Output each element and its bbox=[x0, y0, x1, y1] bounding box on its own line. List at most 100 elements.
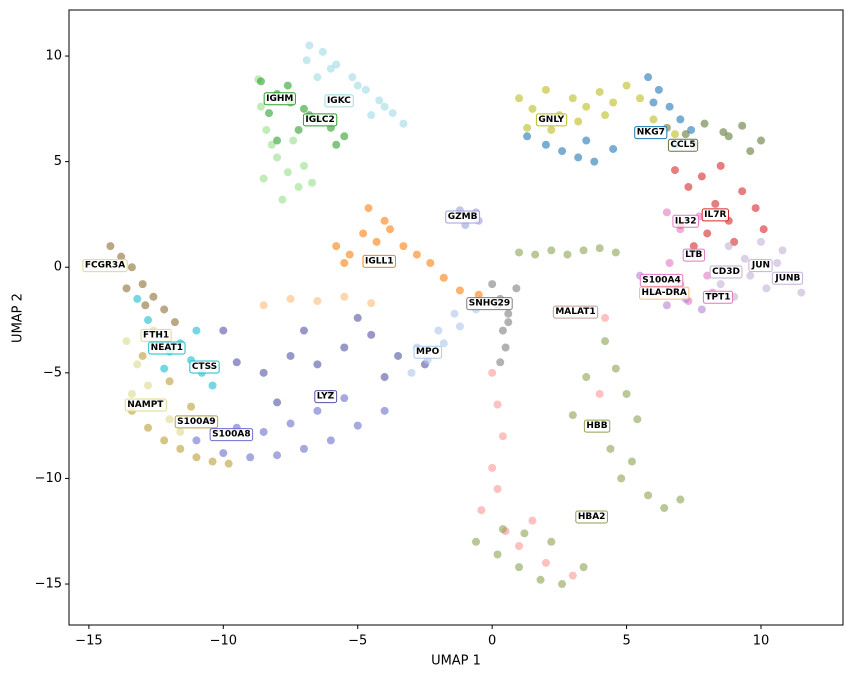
x-tick-label: 0 bbox=[488, 634, 496, 649]
point bbox=[724, 242, 733, 251]
annotation: CCL5 bbox=[667, 138, 699, 152]
point bbox=[345, 250, 354, 259]
point bbox=[606, 444, 615, 453]
point bbox=[399, 242, 408, 251]
point bbox=[515, 563, 524, 572]
point bbox=[367, 330, 376, 339]
annotation: MPO bbox=[413, 345, 443, 359]
annotation-label: IGLC2 bbox=[305, 115, 334, 125]
point bbox=[299, 326, 308, 335]
axes-frame bbox=[68, 9, 844, 626]
annotation-label: IL32 bbox=[675, 216, 697, 226]
point bbox=[380, 102, 389, 111]
annotation-box bbox=[174, 415, 219, 429]
annotation: IGKC bbox=[324, 94, 354, 108]
annotation-label: TPT1 bbox=[705, 292, 730, 302]
point bbox=[617, 474, 626, 483]
point bbox=[512, 284, 521, 293]
annotation-box bbox=[702, 290, 734, 304]
point bbox=[716, 280, 725, 289]
point bbox=[224, 459, 233, 468]
annotation: S100A9 bbox=[174, 415, 219, 429]
annotation: IL7R bbox=[701, 208, 730, 222]
point bbox=[273, 136, 282, 145]
point bbox=[541, 558, 550, 567]
point bbox=[601, 337, 610, 346]
point bbox=[568, 94, 577, 103]
annotation-box bbox=[639, 286, 690, 300]
annotation-label: CCL5 bbox=[670, 140, 695, 150]
point bbox=[697, 305, 706, 314]
point bbox=[504, 318, 513, 327]
annotation: FCGR3A bbox=[82, 259, 128, 273]
point bbox=[176, 444, 185, 453]
point bbox=[340, 292, 349, 301]
annotation-label: SNHG29 bbox=[469, 299, 510, 309]
point bbox=[751, 204, 760, 213]
annotation: NAMPT bbox=[124, 398, 167, 412]
point bbox=[681, 130, 690, 139]
point bbox=[372, 237, 381, 246]
annotation-label: HLA-DRA bbox=[642, 288, 687, 298]
point bbox=[536, 575, 545, 584]
point bbox=[778, 246, 787, 255]
point bbox=[332, 140, 341, 149]
point bbox=[439, 273, 448, 282]
point bbox=[477, 506, 486, 515]
annotation: NKG7 bbox=[634, 126, 668, 140]
annotation-label: S100A4 bbox=[642, 275, 681, 285]
point bbox=[662, 208, 671, 217]
point bbox=[165, 415, 174, 424]
annotation-label: HBA2 bbox=[578, 512, 606, 522]
annotation-box bbox=[535, 113, 568, 127]
point bbox=[493, 484, 502, 493]
point bbox=[353, 313, 362, 322]
point bbox=[528, 104, 537, 113]
y-tick-label: −15 bbox=[35, 577, 62, 592]
annotation-box bbox=[302, 113, 338, 127]
point bbox=[654, 85, 663, 94]
point bbox=[684, 182, 693, 191]
point bbox=[595, 389, 604, 398]
point bbox=[380, 373, 389, 382]
point bbox=[730, 237, 739, 246]
point bbox=[149, 292, 158, 301]
point bbox=[273, 398, 282, 407]
point bbox=[259, 427, 268, 436]
point bbox=[676, 115, 685, 124]
point bbox=[208, 457, 217, 466]
point bbox=[144, 381, 153, 390]
annotation: IGLC2 bbox=[302, 113, 338, 127]
point bbox=[273, 153, 282, 162]
point bbox=[498, 432, 507, 441]
point bbox=[313, 360, 322, 369]
point bbox=[740, 254, 749, 263]
point bbox=[633, 415, 642, 424]
point bbox=[122, 284, 131, 293]
point bbox=[547, 125, 556, 134]
annotation-box bbox=[672, 214, 700, 228]
point bbox=[703, 229, 712, 238]
point bbox=[719, 128, 728, 137]
point bbox=[662, 301, 671, 310]
point bbox=[773, 259, 782, 268]
point bbox=[192, 436, 201, 445]
point bbox=[299, 444, 308, 453]
point bbox=[192, 453, 201, 462]
point bbox=[302, 56, 311, 65]
point bbox=[590, 157, 599, 166]
point bbox=[313, 297, 322, 306]
point bbox=[380, 216, 389, 225]
point bbox=[232, 358, 241, 367]
point bbox=[689, 242, 698, 251]
point bbox=[488, 280, 497, 289]
point bbox=[340, 259, 349, 268]
point bbox=[579, 246, 588, 255]
annotation-box bbox=[189, 360, 220, 374]
point bbox=[493, 550, 502, 559]
point bbox=[611, 364, 620, 373]
point bbox=[649, 115, 658, 124]
annotation-label: CTSS bbox=[192, 362, 217, 372]
point bbox=[259, 174, 268, 183]
point bbox=[738, 187, 747, 196]
